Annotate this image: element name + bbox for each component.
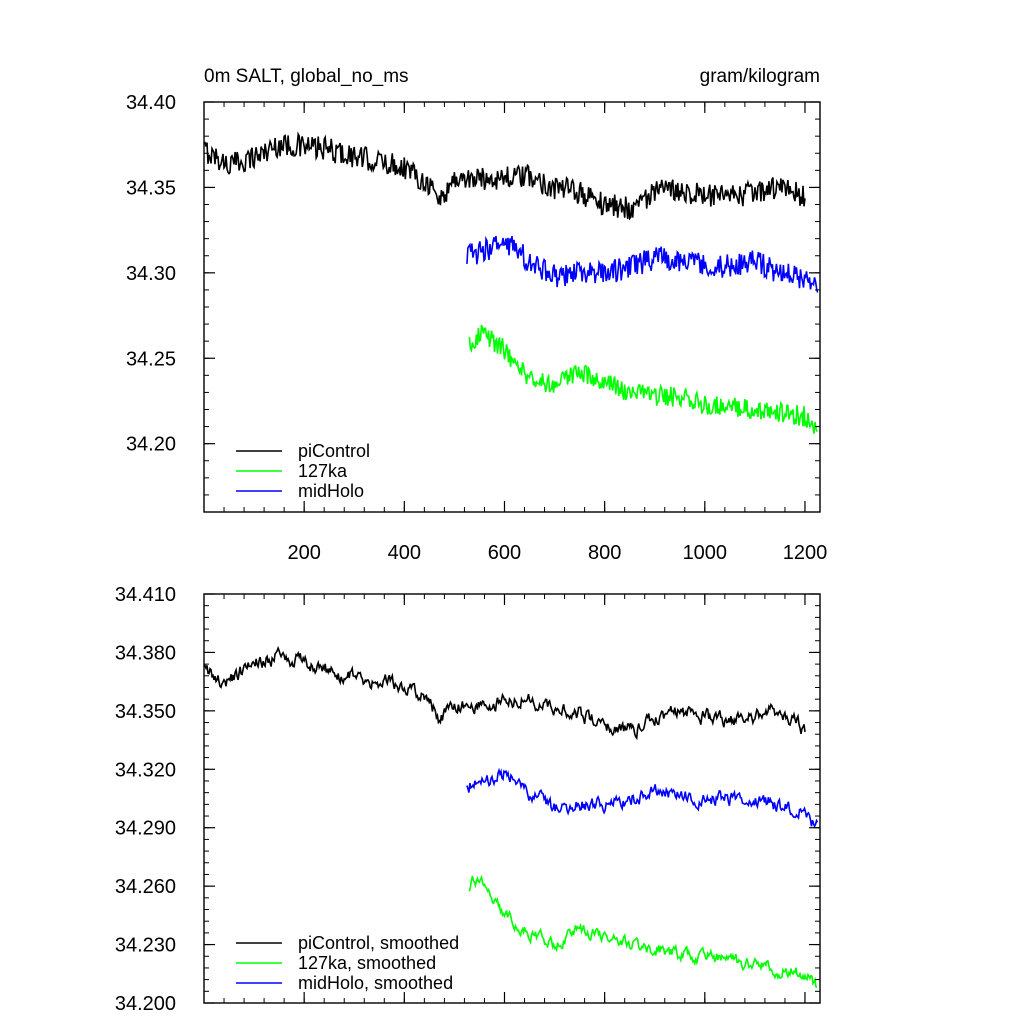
legend-label: piControl, smoothed (298, 933, 459, 953)
y-tick-label: 34.200 (115, 993, 176, 1015)
y-tick-label: 34.20 (126, 434, 176, 456)
legend-label: piControl (298, 441, 370, 461)
x-tick-label: 400 (388, 542, 421, 564)
y-tick-label: 34.40 (126, 92, 176, 114)
plot-frame (203, 593, 821, 1004)
legend-label: 127ka, smoothed (298, 953, 436, 973)
series-line-picontrol-smoothed (204, 645, 806, 741)
top-title-left: 0m SALT, global_no_ms (204, 66, 409, 87)
y-tick-label: 34.260 (115, 876, 176, 898)
y-tick-label: 34.230 (115, 935, 176, 957)
bottom-panel: 34.200 34.230 34.260 34.290 34.320 34.350 34.3… (115, 584, 821, 1015)
y-tick-label: 34.290 (115, 818, 176, 840)
series-line-midholo (466, 235, 819, 293)
series-line-127ka (468, 324, 818, 434)
x-tick-label: 600 (488, 542, 521, 564)
plot-frame (203, 101, 821, 513)
y-tick-label: 34.350 (115, 701, 176, 723)
top-panel: 0m SALT, global_no_ms gram/kilogram 34.2… (126, 66, 827, 564)
legend-label: midHolo (298, 481, 364, 501)
x-tick-label: 1200 (783, 542, 828, 564)
top-title-right: gram/kilogram (700, 66, 820, 87)
series-line-midholo-smoothed (466, 767, 819, 829)
x-tick-label: 200 (287, 542, 320, 564)
legend-label: 127ka (298, 461, 348, 481)
series-line-127ka-smoothed (468, 874, 818, 988)
series-line-picontrol (204, 131, 806, 221)
y-tick-label: 34.35 (126, 177, 176, 199)
y-tick-label: 34.410 (115, 584, 176, 606)
series-group (204, 645, 819, 988)
x-tick-label: 1000 (683, 542, 728, 564)
y-tick-label: 34.30 (126, 263, 176, 285)
y-tick-label: 34.320 (115, 759, 176, 781)
series-group (204, 131, 819, 434)
x-tick-label: 800 (588, 542, 621, 564)
legend-label: midHolo, smoothed (298, 973, 453, 993)
y-tick-label: 34.380 (115, 642, 176, 664)
y-tick-label: 34.25 (126, 348, 176, 370)
